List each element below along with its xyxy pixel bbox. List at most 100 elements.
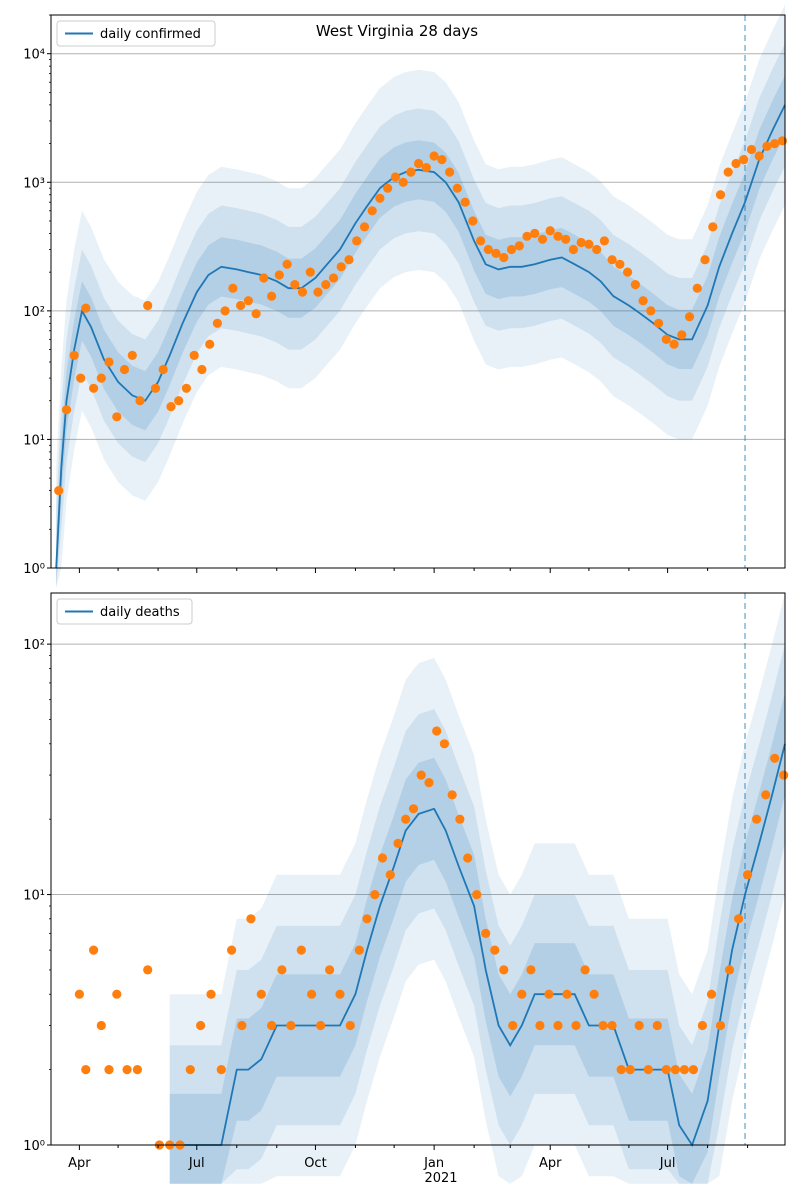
- observed-point: [54, 486, 64, 496]
- uncertainty-band: [169, 644, 785, 1184]
- observed-point: [104, 1065, 114, 1075]
- observed-point: [81, 303, 91, 313]
- confirmed-axes: 10⁰ 10¹ 10² 10³ 10⁴: [23, 14, 786, 577]
- observed-point: [677, 330, 687, 340]
- observed-point: [481, 928, 491, 939]
- observed-point: [490, 945, 500, 955]
- observed-point: [506, 244, 517, 255]
- observed-point: [243, 296, 253, 306]
- observed-point: [607, 1020, 617, 1031]
- observed-point: [517, 989, 527, 999]
- observed-point: [132, 1065, 142, 1075]
- deaths-panel: 10⁰ 10¹ 10² Apr Jul Oct Jan Apr Jul daily deaths: [23, 592, 789, 1184]
- chart-title: West Virginia 28 days: [316, 22, 478, 40]
- observed-point: [638, 296, 648, 306]
- y-tick-label: 10²: [23, 305, 45, 320]
- observed-point: [472, 890, 482, 900]
- y-tick-label: 10¹: [23, 889, 45, 904]
- observed-point: [61, 405, 72, 415]
- x-tick-label: Oct: [304, 1156, 326, 1171]
- x-tick-label: Jul: [659, 1156, 676, 1171]
- deaths-axes: 10⁰ 10¹ 10² Apr Jul Oct Jan Apr Jul: [23, 592, 786, 1171]
- observed-point: [321, 280, 331, 290]
- observed-point: [166, 402, 176, 412]
- uncertainty-band: [56, 43, 785, 588]
- observed-point: [325, 965, 335, 975]
- observed-point: [135, 396, 145, 406]
- observed-point: [715, 190, 726, 200]
- observed-point: [661, 1065, 671, 1075]
- observed-point: [277, 965, 287, 975]
- confirmed-observed-points: [54, 136, 788, 496]
- observed-point: [383, 183, 393, 193]
- observed-point: [290, 280, 300, 290]
- observed-point: [119, 364, 130, 375]
- observed-point: [416, 770, 426, 780]
- observed-point: [196, 1020, 206, 1031]
- observed-point: [499, 252, 509, 263]
- observed-point: [112, 412, 122, 422]
- observed-point: [406, 167, 416, 177]
- observed-point: [158, 364, 168, 375]
- observed-point: [96, 373, 106, 383]
- observed-point: [393, 838, 403, 849]
- observed-point: [483, 244, 493, 255]
- observed-point: [296, 945, 306, 955]
- observed-point: [669, 339, 679, 349]
- observed-point: [499, 965, 509, 975]
- observed-point: [460, 197, 470, 207]
- observed-point: [700, 255, 710, 265]
- observed-point: [286, 1020, 296, 1031]
- observed-point: [544, 989, 554, 999]
- observed-point: [282, 259, 292, 269]
- observed-point: [616, 1065, 626, 1075]
- observed-point: [398, 177, 408, 187]
- observed-point: [589, 989, 599, 999]
- observed-point: [561, 234, 571, 244]
- observed-point: [761, 790, 771, 800]
- observed-point: [679, 1065, 690, 1075]
- observed-point: [390, 172, 400, 182]
- observed-point: [267, 291, 277, 301]
- observed-point: [568, 244, 579, 255]
- observed-point: [592, 244, 602, 255]
- observed-point: [401, 814, 411, 824]
- observed-point: [359, 222, 370, 232]
- x-tick-label: Apr: [539, 1156, 562, 1171]
- observed-point: [530, 228, 540, 238]
- observed-point: [206, 989, 216, 999]
- deaths-observed-points: [74, 726, 789, 1150]
- y-tick-label: 10⁴: [23, 48, 45, 63]
- observed-point: [697, 1020, 708, 1031]
- observed-point: [625, 1065, 635, 1075]
- y-tick-label: 10²: [23, 638, 45, 653]
- observed-point: [734, 914, 744, 924]
- observed-point: [96, 1020, 106, 1031]
- observed-point: [236, 300, 246, 311]
- observed-point: [522, 231, 532, 241]
- x-tick-label: Apr: [68, 1156, 91, 1171]
- x-tick-label: Jan: [423, 1156, 444, 1171]
- observed-point: [476, 236, 486, 246]
- deaths-uncertainty-bands: [169, 593, 785, 1184]
- observed-point: [81, 1065, 91, 1075]
- observed-point: [432, 726, 442, 736]
- observed-point: [463, 853, 473, 863]
- observed-point: [414, 158, 424, 169]
- observed-point: [447, 790, 457, 800]
- observed-point: [112, 989, 122, 999]
- observed-point: [74, 989, 84, 999]
- observed-point: [752, 814, 762, 824]
- observed-point: [739, 155, 749, 165]
- observed-point: [571, 1020, 581, 1031]
- observed-point: [227, 945, 237, 955]
- observed-point: [652, 1020, 662, 1031]
- observed-point: [706, 989, 717, 999]
- observed-point: [684, 312, 695, 322]
- y-tick-label: 10³: [23, 176, 45, 191]
- observed-point: [553, 231, 563, 241]
- observed-point: [256, 989, 266, 999]
- observed-point: [731, 158, 741, 169]
- observed-point: [715, 1020, 726, 1031]
- observed-point: [122, 1065, 132, 1075]
